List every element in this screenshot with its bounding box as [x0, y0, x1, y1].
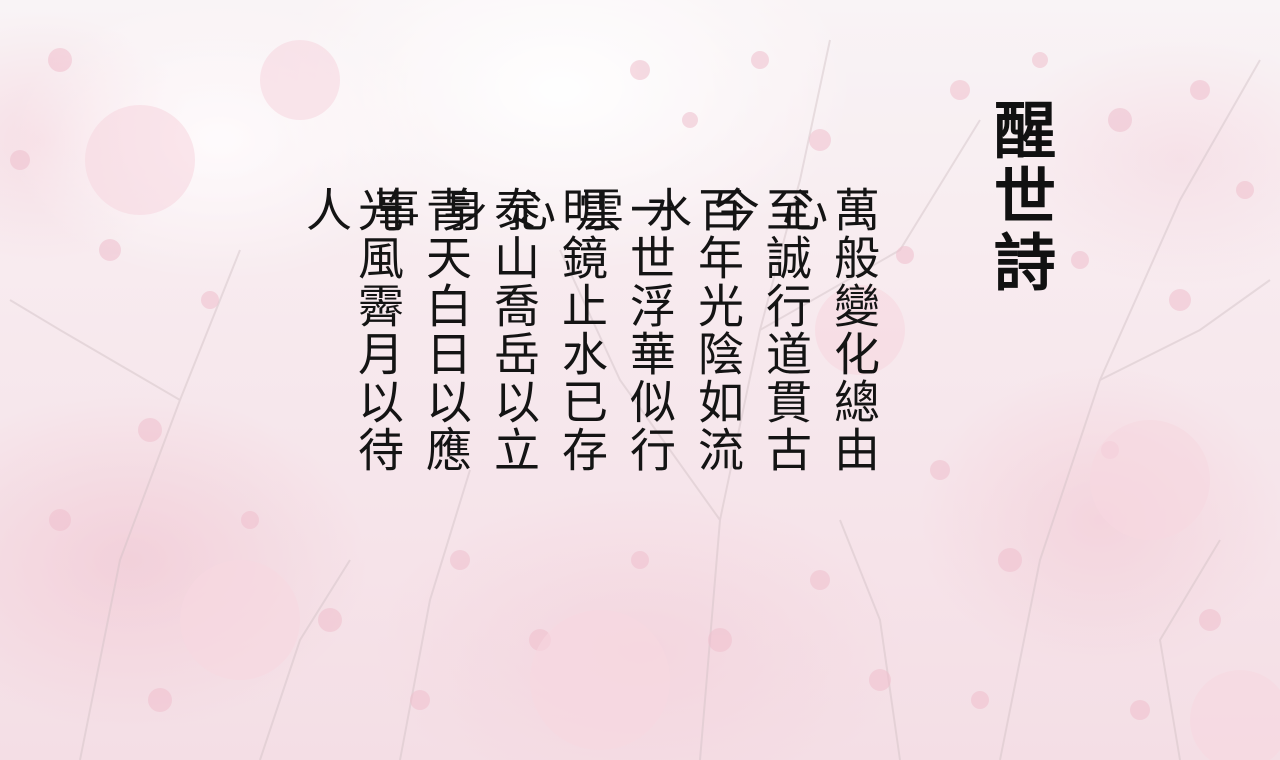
- poem-line-8: 光風霽月以待人: [299, 186, 405, 474]
- poem-line-6: 泰山喬岳以立身: [435, 186, 541, 474]
- poem-body: 萬般變化總由心 至誠行道貫古今 百年光陰如流水 一世浮華似行雲 明鏡止水已存心 …: [299, 186, 881, 516]
- poem-line-4: 一世浮華似行雲: [571, 186, 677, 474]
- poem-line-7: 青天白日以應事: [367, 186, 473, 474]
- poem-line-2: 至誠行道貫古今: [707, 186, 813, 474]
- poem-line-1: 萬般變化總由心: [775, 186, 881, 474]
- poem-title: 醒世詩: [983, 98, 1056, 296]
- poem-line-5: 明鏡止水已存心: [503, 186, 609, 474]
- poem-line-3: 百年光陰如流水: [639, 186, 745, 474]
